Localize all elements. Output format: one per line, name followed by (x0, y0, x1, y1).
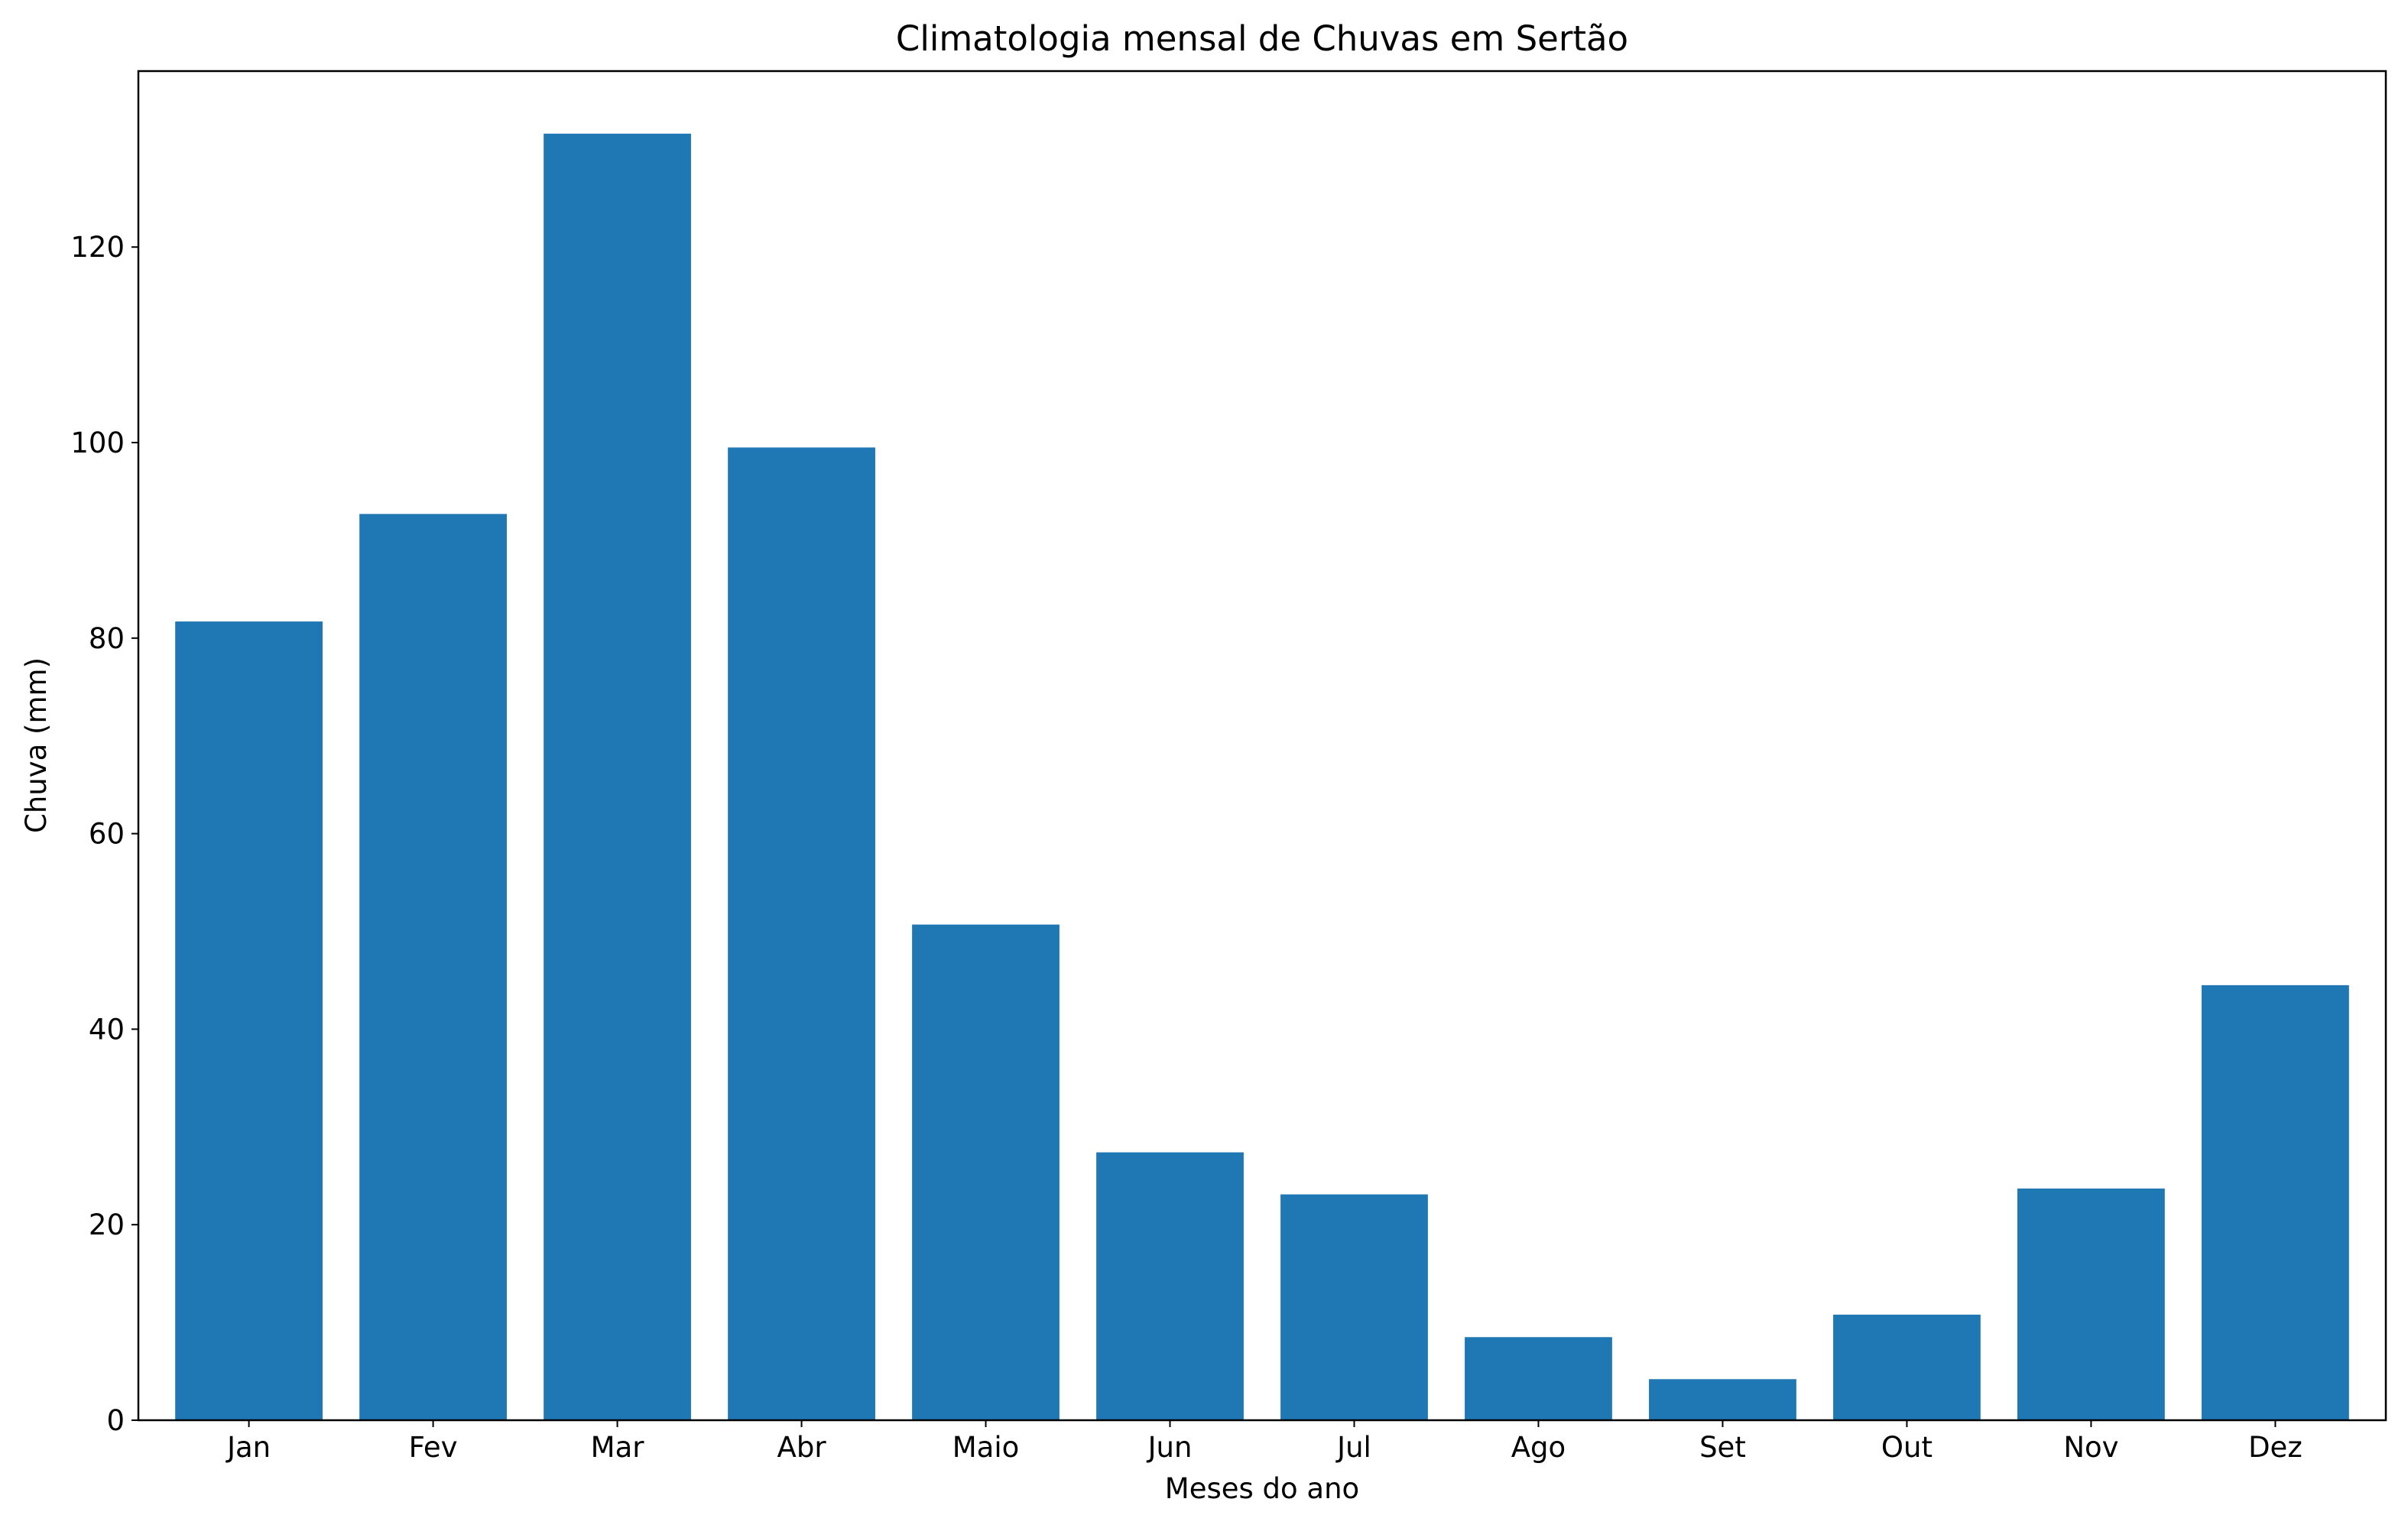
y-axis-label: Chuva (mm) (20, 657, 53, 833)
bar-fev (359, 514, 507, 1420)
bar-mar (544, 133, 691, 1421)
x-tick-label: Set (1699, 1431, 1746, 1464)
bar-jan (175, 621, 323, 1420)
x-tick-label: Maio (952, 1431, 1020, 1464)
x-tick-label: Jun (1147, 1431, 1193, 1464)
x-tick-label: Mar (591, 1431, 645, 1464)
x-axis-ticks: Jan Fev Mar Abr Maio Jun Jul Ago Set Out Nov Dez (226, 1420, 2303, 1464)
bar-maio (912, 924, 1060, 1420)
y-tick-label: 20 (89, 1208, 125, 1241)
y-tick-label: 120 (70, 231, 125, 264)
chart-title: Climatologia mensal de Chuvas em Sertão (896, 18, 1628, 59)
bar-set (1649, 1379, 1796, 1420)
bar-dez (2202, 985, 2349, 1420)
x-tick-label: Dez (2248, 1431, 2303, 1464)
y-tick-label: 0 (106, 1404, 125, 1437)
y-tick-label: 60 (89, 818, 125, 851)
x-tick-label: Fev (409, 1431, 458, 1464)
bar-jul (1280, 1194, 1428, 1420)
y-axis-ticks: 0 20 40 60 80 100 120 (70, 231, 138, 1437)
x-axis-label: Meses do ano (1165, 1472, 1359, 1505)
bar-ago (1465, 1337, 1612, 1420)
y-tick-label: 100 (70, 427, 125, 459)
x-tick-label: Jul (1335, 1431, 1371, 1464)
x-tick-label: Jan (226, 1431, 271, 1464)
bar-nov (2017, 1188, 2165, 1420)
bar-jun (1096, 1152, 1244, 1420)
bars (175, 133, 2349, 1421)
x-tick-label: Nov (2063, 1431, 2118, 1464)
bar-abr (728, 447, 875, 1421)
x-tick-label: Ago (1511, 1431, 1566, 1464)
plot-frame (137, 70, 2387, 1422)
bar-out (1833, 1314, 1981, 1420)
x-tick-label: Abr (777, 1431, 827, 1464)
y-tick-label: 40 (89, 1013, 125, 1046)
y-tick-label: 80 (89, 622, 125, 655)
x-tick-label: Out (1881, 1431, 1933, 1464)
